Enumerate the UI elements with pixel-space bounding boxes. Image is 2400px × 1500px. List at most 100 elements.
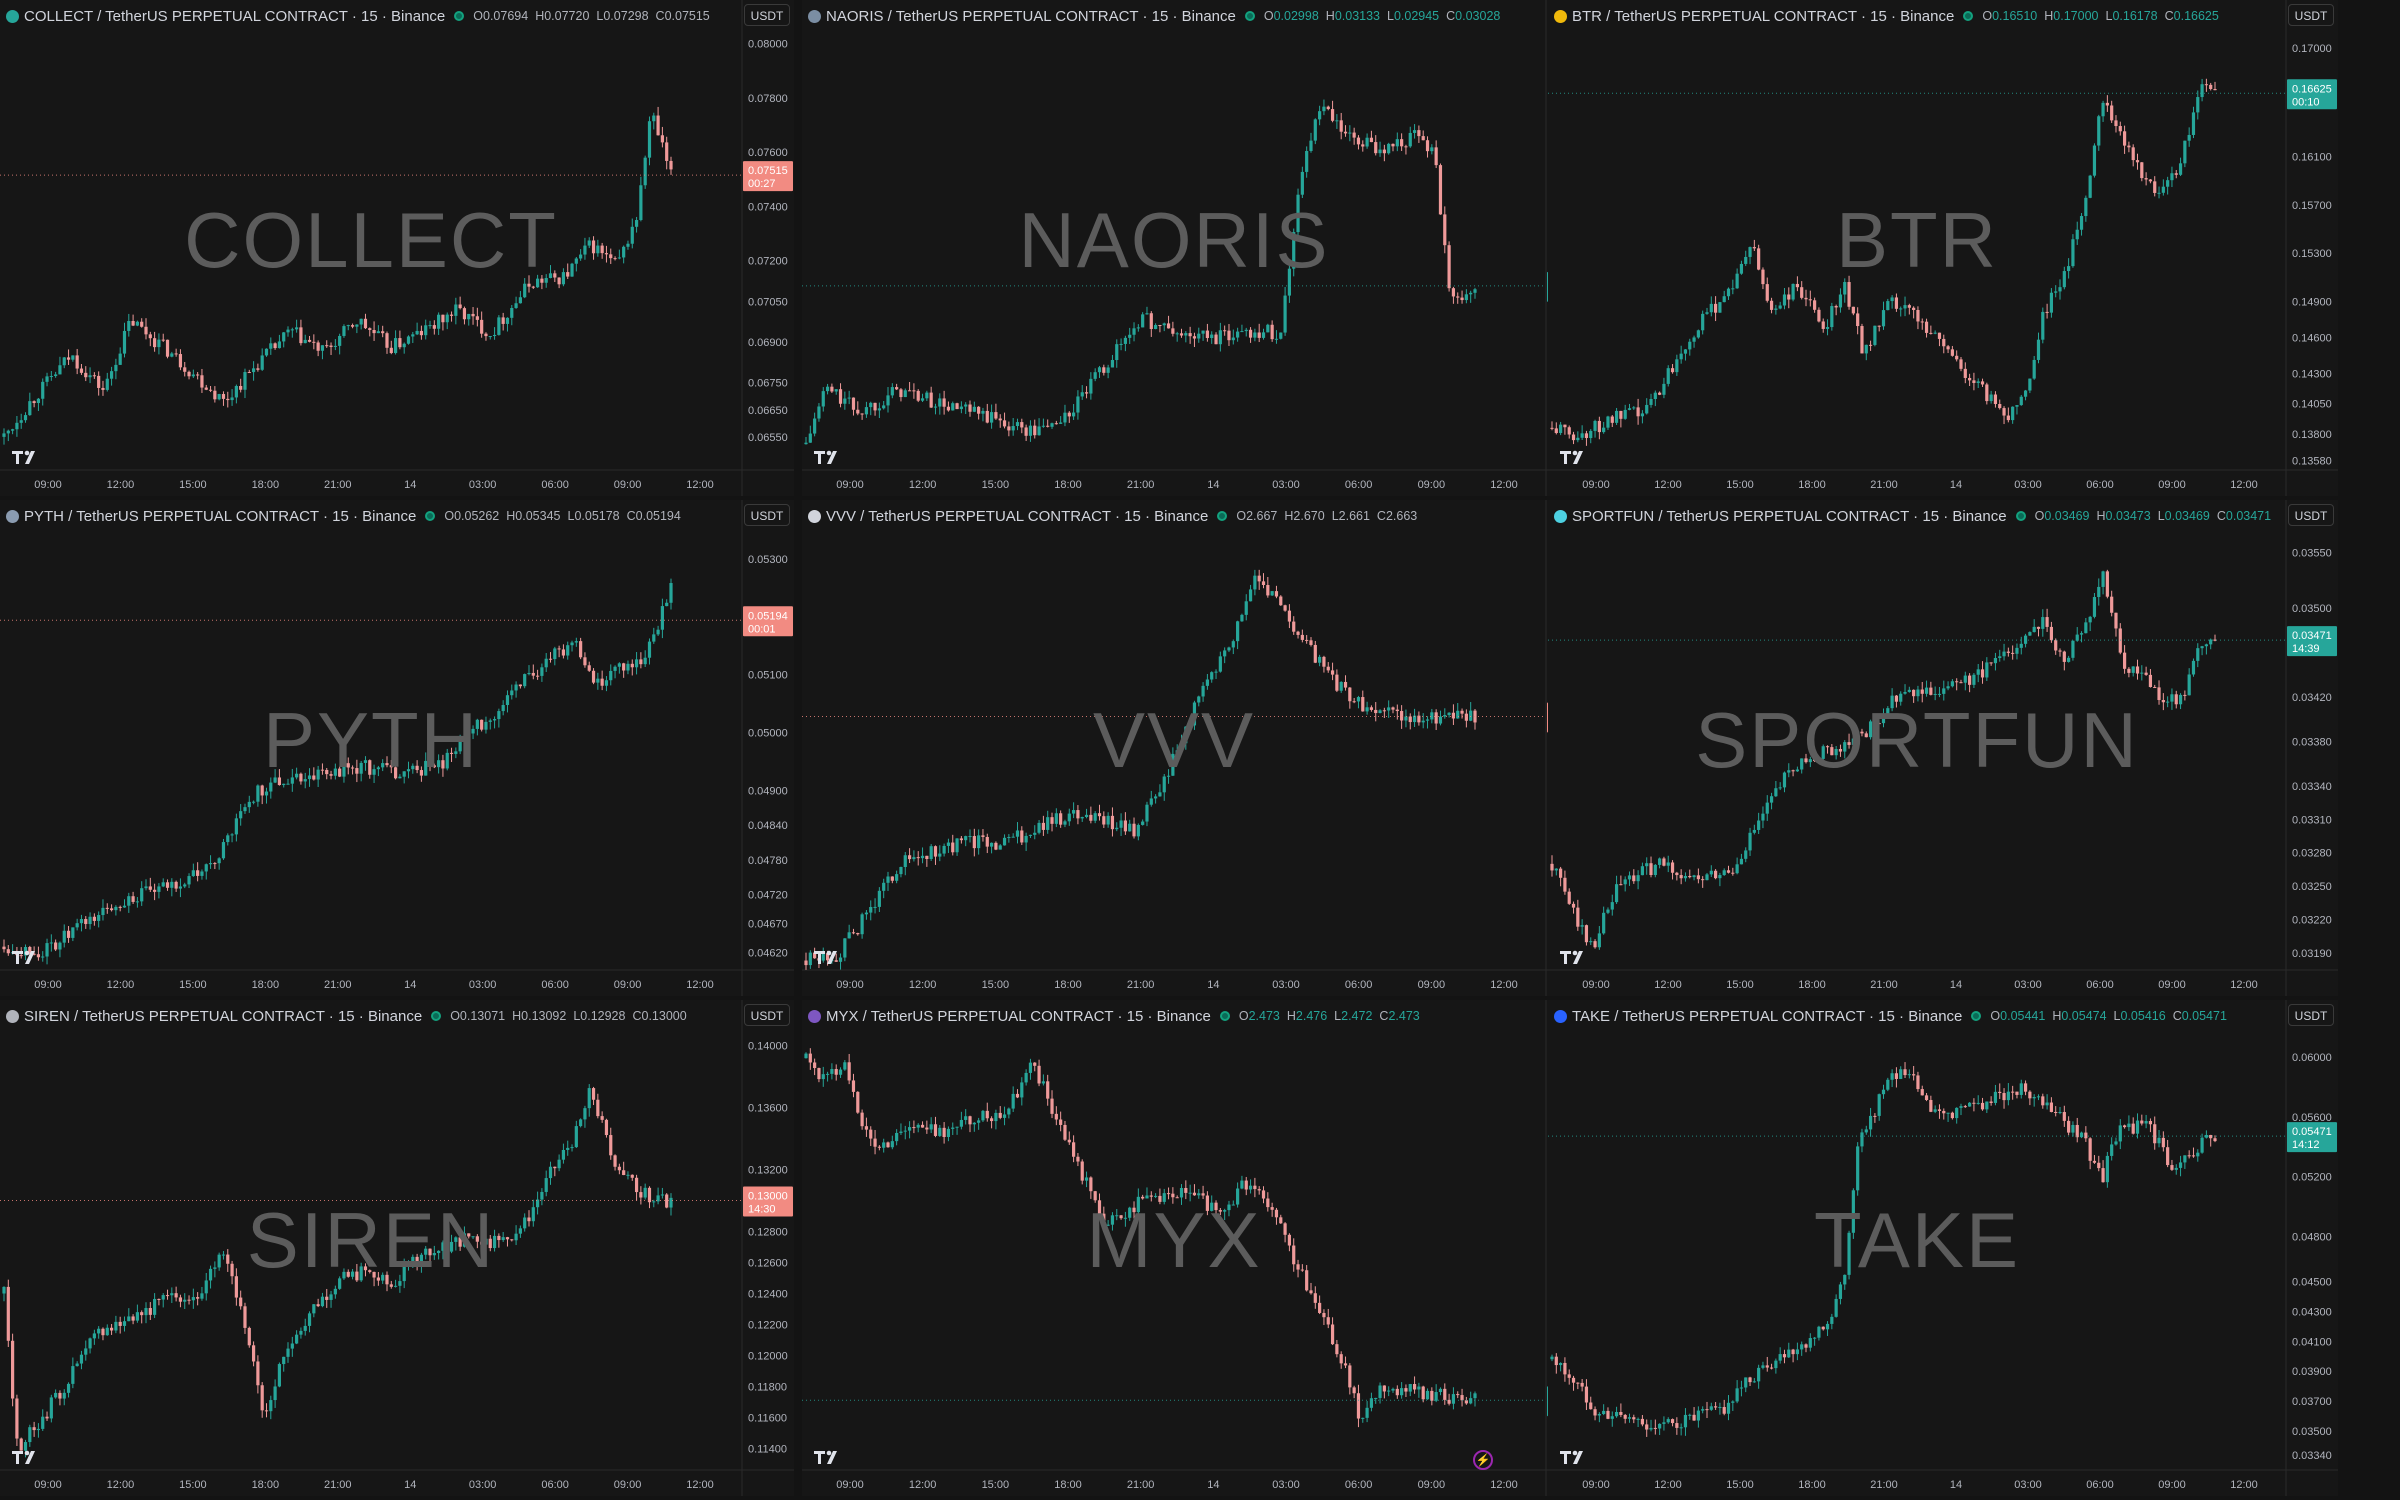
symbol-title[interactable]: NAORIS / TetherUS PERPETUAL CONTRACT · 1… bbox=[826, 7, 1236, 25]
price-chart[interactable]: 0.170000.166250.161000.157000.153000.149… bbox=[1548, 0, 2338, 496]
candle-body bbox=[2058, 287, 2062, 292]
time-tick-label: 09:00 bbox=[34, 979, 62, 991]
symbol-title[interactable]: VVV / TetherUS PERPETUAL CONTRACT · 15 ·… bbox=[826, 507, 1209, 525]
currency-unit-button[interactable]: USDT bbox=[744, 4, 790, 26]
chart-panel-siren[interactable]: 0.140000.136000.132000.130000.128000.126… bbox=[0, 1000, 794, 1496]
chart-legend[interactable]: COLLECT / TetherUS PERPETUAL CONTRACT · … bbox=[6, 7, 710, 25]
chart-legend[interactable]: BTR / TetherUS PERPETUAL CONTRACT · 15 ·… bbox=[1554, 7, 2219, 25]
candle-body bbox=[346, 1271, 350, 1277]
chart-panel-take[interactable]: 0.060000.056000.054710.052000.048000.045… bbox=[1548, 1000, 2338, 1496]
candle-body bbox=[363, 760, 368, 763]
chart-legend[interactable]: VVV / TetherUS PERPETUAL CONTRACT · 15 ·… bbox=[808, 507, 1417, 525]
chart-panel-naoris[interactable]: 0.040000.038000.036000.034000.032000.030… bbox=[802, 0, 1598, 496]
price-chart[interactable]: 0.053000.051940.051000.050000.049000.048… bbox=[0, 500, 794, 996]
candle-body bbox=[1963, 675, 1967, 683]
candle-body bbox=[804, 960, 808, 966]
candle-body bbox=[1356, 137, 1361, 145]
chart-panel-btr[interactable]: 0.170000.166250.161000.157000.153000.149… bbox=[1548, 0, 2338, 496]
candle-body bbox=[196, 1297, 200, 1299]
chart-legend[interactable]: MYX / TetherUS PERPETUAL CONTRACT · 15 ·… bbox=[808, 1007, 1420, 1025]
candle-body bbox=[1417, 130, 1421, 137]
candle-body bbox=[916, 1124, 920, 1128]
ohlc-values: O0.02998 H0.03133 L0.02945 C0.03028 bbox=[1264, 9, 1501, 23]
tradingview-logo-icon[interactable] bbox=[814, 450, 837, 464]
candle-body bbox=[307, 1313, 312, 1326]
tradingview-logo-icon[interactable] bbox=[12, 950, 35, 964]
candle-body bbox=[363, 1266, 368, 1271]
chart-legend[interactable]: TAKE / TetherUS PERPETUAL CONTRACT · 15 … bbox=[1554, 1007, 2227, 1025]
candle-body bbox=[131, 896, 135, 902]
tradingview-logo-icon[interactable] bbox=[12, 450, 35, 464]
chart-panel-collect[interactable]: 0.08000 0.07800 0.07600 0.07400 0.07200 0.070… bbox=[0, 0, 794, 496]
chart-panel-vvv[interactable]: 3.1002.9002.8002.7002.6632.5002.4002.300… bbox=[802, 500, 1598, 996]
currency-unit-button[interactable]: USDT bbox=[2288, 1004, 2334, 1026]
currency-unit-button[interactable]: USDT bbox=[744, 504, 790, 526]
candle-body bbox=[1963, 368, 1967, 378]
candle-body bbox=[2157, 192, 2161, 194]
price-tick-label: 0.05100 bbox=[748, 670, 788, 682]
candle-body bbox=[2049, 626, 2054, 641]
candle-body bbox=[825, 386, 830, 392]
price-chart[interactable]: 0.080000.078000.076000.074000.072000.070… bbox=[0, 0, 794, 496]
chart-legend[interactable]: SPORTFUN / TetherUS PERPETUAL CONTRACT ·… bbox=[1554, 507, 2271, 525]
tradingview-logo-icon[interactable] bbox=[1560, 1450, 1583, 1464]
symbol-title[interactable]: BTR / TetherUS PERPETUAL CONTRACT · 15 ·… bbox=[1572, 7, 1955, 25]
candle-body bbox=[604, 680, 609, 686]
tradingview-logo-icon[interactable] bbox=[814, 950, 837, 964]
candle-body bbox=[1305, 639, 1309, 641]
time-tick-label: 21:00 bbox=[324, 979, 352, 991]
candle-body bbox=[1675, 872, 1679, 876]
chart-legend[interactable]: PYTH / TetherUS PERPETUAL CONTRACT · 15 … bbox=[6, 507, 681, 525]
symbol-title[interactable]: PYTH / TetherUS PERPETUAL CONTRACT · 15 … bbox=[24, 507, 417, 525]
candle-body bbox=[1300, 1269, 1304, 1271]
candle-body bbox=[1890, 297, 1894, 302]
chart-panel-sportfun[interactable]: 0.035500.035000.034710.034200.033800.033… bbox=[1548, 500, 2338, 996]
price-chart[interactable]: 0.140000.136000.132000.130000.128000.126… bbox=[0, 1000, 794, 1496]
alert-lightning-icon[interactable]: ⚡ bbox=[1473, 1450, 1493, 1470]
chart-legend[interactable]: NAORIS / TetherUS PERPETUAL CONTRACT · 1… bbox=[808, 7, 1500, 25]
time-tick-label: 06:00 bbox=[541, 1479, 569, 1491]
symbol-title[interactable]: COLLECT / TetherUS PERPETUAL CONTRACT · … bbox=[24, 7, 446, 25]
candle-body bbox=[1227, 330, 1231, 341]
tradingview-logo-icon[interactable] bbox=[1560, 950, 1583, 964]
tradingview-logo-icon[interactable] bbox=[12, 1450, 35, 1464]
symbol-title[interactable]: MYX / TetherUS PERPETUAL CONTRACT · 15 ·… bbox=[826, 1007, 1211, 1025]
candle-body bbox=[656, 115, 660, 136]
candle-body bbox=[2032, 626, 2036, 633]
candle-body bbox=[1391, 1388, 1395, 1391]
candle-body bbox=[338, 335, 342, 346]
candle-body bbox=[1653, 392, 1657, 400]
currency-unit-button[interactable]: USDT bbox=[744, 1004, 790, 1026]
ohlc-o: O2.473 bbox=[1238, 1009, 1280, 1023]
candles bbox=[2, 106, 673, 445]
price-chart[interactable]: 0.035500.035000.034710.034200.033800.033… bbox=[1548, 500, 2338, 996]
candle-body bbox=[1292, 1245, 1296, 1265]
candle-body bbox=[955, 838, 959, 853]
candle-body bbox=[1292, 232, 1296, 269]
tradingview-logo-icon[interactable] bbox=[814, 1450, 837, 1464]
candle-body bbox=[411, 765, 415, 770]
chart-legend[interactable]: SIREN / TetherUS PERPETUAL CONTRACT · 15… bbox=[6, 1007, 687, 1025]
tradingview-logo-icon[interactable] bbox=[1560, 450, 1583, 464]
candle-body bbox=[2161, 1137, 2165, 1148]
candle-body bbox=[938, 398, 942, 407]
chart-panel-pyth[interactable]: 0.053000.051940.051000.050000.049000.048… bbox=[0, 500, 794, 996]
price-chart[interactable]: 0.060000.056000.054710.052000.048000.045… bbox=[1548, 1000, 2338, 1496]
candle-body bbox=[105, 907, 109, 909]
time-tick-label: 14 bbox=[1950, 1479, 1962, 1491]
chart-panel-myx[interactable]: 3.1003.0002.9002.8002.7002.6002.5402.473… bbox=[802, 1000, 1598, 1496]
currency-unit-button[interactable]: USDT bbox=[2288, 504, 2334, 526]
symbol-title[interactable]: SIREN / TetherUS PERPETUAL CONTRACT · 15… bbox=[24, 1007, 423, 1025]
currency-unit-button[interactable]: USDT bbox=[2288, 4, 2334, 26]
time-tick-label: 21:00 bbox=[324, 479, 352, 491]
candle-body bbox=[1675, 1423, 1679, 1428]
candle-body bbox=[260, 355, 264, 370]
symbol-title[interactable]: TAKE / TetherUS PERPETUAL CONTRACT · 15 … bbox=[1572, 1007, 1963, 1025]
candle-body bbox=[1231, 1204, 1235, 1206]
candle-body bbox=[277, 341, 282, 349]
candle-body bbox=[1576, 1382, 1580, 1384]
candle-body bbox=[1985, 384, 1989, 402]
candle-body bbox=[1097, 813, 1102, 817]
symbol-title[interactable]: SPORTFUN / TetherUS PERPETUAL CONTRACT ·… bbox=[1572, 507, 2007, 525]
candle-body bbox=[135, 321, 139, 326]
